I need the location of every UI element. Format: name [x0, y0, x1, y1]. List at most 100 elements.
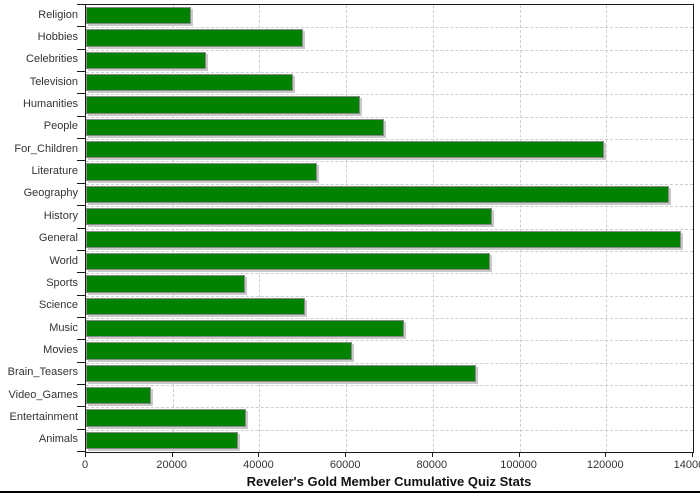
category-label-humanities: Humanities	[22, 98, 78, 111]
horizontal-gridline	[86, 72, 693, 74]
horizontal-gridline	[86, 139, 693, 141]
category-label-history: History	[43, 209, 78, 222]
bar-movies	[86, 342, 352, 360]
category-label-entertainment: Entertainment	[9, 410, 78, 423]
y-axis-tick	[77, 48, 85, 50]
chart-title: Reveler's Gold Member Cumulative Quiz St…	[246, 474, 532, 489]
bar-for_children	[86, 141, 605, 159]
x-axis-tick	[171, 452, 173, 457]
category-label-hobbies: Hobbies	[37, 31, 78, 44]
horizontal-gridline	[86, 27, 693, 29]
bar-television	[86, 74, 294, 92]
horizontal-gridline	[86, 273, 693, 275]
category-label-general: General	[38, 232, 78, 245]
category-label-religion: Religion	[38, 8, 78, 21]
y-axis-tick	[77, 339, 85, 341]
x-axis-label: 140000	[673, 459, 700, 471]
category-label-world: World	[49, 254, 78, 267]
horizontal-gridline	[86, 362, 693, 364]
category-label-music: Music	[49, 321, 78, 334]
y-axis-tick	[77, 71, 85, 73]
x-axis-tick	[431, 452, 433, 457]
bar-music	[86, 319, 405, 338]
x-axis-label: 0	[81, 459, 89, 471]
horizontal-gridline	[86, 228, 693, 230]
bar-science	[86, 297, 306, 315]
bar-world	[86, 252, 491, 271]
bar-video_games	[86, 386, 152, 405]
category-label-people: People	[43, 120, 78, 133]
category-label-celebrities: Celebrities	[26, 53, 78, 66]
y-axis-tick	[77, 4, 85, 5]
bar-celebrities	[86, 51, 207, 70]
bar-general	[86, 230, 681, 248]
x-axis-tick	[692, 452, 693, 457]
y-axis-tick	[77, 138, 85, 140]
y-axis-tick	[77, 428, 85, 430]
y-axis-tick	[77, 93, 85, 95]
bar-brain_teasers	[86, 364, 477, 382]
x-axis-tick	[85, 452, 86, 457]
horizontal-gridline	[86, 49, 693, 51]
bar-history	[86, 208, 492, 226]
bar-sports	[86, 275, 246, 293]
horizontal-gridline	[86, 295, 693, 297]
x-axis-tick	[258, 452, 260, 457]
x-axis-label: 120000	[586, 459, 624, 471]
category-label-geography: Geography	[23, 187, 78, 200]
y-axis-tick	[77, 160, 85, 162]
y-axis-tick	[77, 26, 85, 28]
x-axis-label: 100000	[500, 459, 537, 471]
x-axis-label: 40000	[243, 459, 274, 471]
category-label-literature: Literature	[31, 165, 78, 178]
horizontal-gridline	[86, 384, 693, 386]
y-axis-tick	[77, 205, 85, 207]
category-label-animals: Animals	[38, 433, 78, 446]
category-label-sports: Sports	[46, 276, 78, 289]
horizontal-gridline	[86, 250, 693, 252]
bar-geography	[86, 185, 670, 204]
bar-religion	[86, 7, 191, 25]
y-axis-tick	[77, 115, 85, 117]
bar-entertainment	[86, 409, 247, 427]
horizontal-gridline	[86, 429, 693, 431]
bar-people	[86, 118, 385, 137]
horizontal-gridline	[86, 407, 693, 409]
bar-animals	[86, 431, 238, 449]
y-axis-tick	[77, 227, 85, 229]
x-axis-tick	[605, 452, 607, 457]
category-label-television: Television	[29, 75, 78, 88]
y-axis-tick	[77, 272, 85, 274]
horizontal-gridline	[86, 183, 693, 185]
x-axis-label: 80000	[416, 459, 448, 471]
bar-literature	[86, 163, 318, 181]
y-axis-tick	[77, 451, 85, 452]
x-axis-label: 60000	[329, 459, 361, 471]
horizontal-gridline	[86, 206, 693, 208]
category-label-for_children: For_Children	[14, 142, 78, 155]
y-axis-tick	[77, 383, 85, 385]
x-axis-tick	[518, 452, 520, 457]
bar-humanities	[86, 96, 361, 114]
horizontal-gridline	[86, 116, 693, 118]
x-axis-label: 20000	[156, 459, 187, 471]
y-axis-tick	[77, 249, 85, 251]
y-axis-tick	[77, 182, 85, 184]
x-axis-tick	[345, 452, 347, 457]
bottom-divider	[0, 491, 700, 493]
horizontal-gridline	[86, 317, 693, 319]
category-label-video_games: Video_Games	[8, 388, 78, 401]
y-axis-tick	[77, 406, 85, 408]
plot-area	[85, 4, 694, 453]
horizontal-gridline	[86, 161, 693, 163]
category-label-movies: Movies	[43, 343, 78, 356]
y-axis-tick	[77, 294, 85, 296]
bar-hobbies	[86, 29, 304, 47]
category-label-science: Science	[38, 299, 78, 312]
horizontal-gridline	[86, 94, 693, 96]
y-axis-tick	[77, 361, 85, 363]
horizontal-gridline	[86, 340, 693, 342]
y-axis-tick	[77, 316, 85, 318]
category-label-brain_teasers: Brain_Teasers	[7, 366, 78, 379]
